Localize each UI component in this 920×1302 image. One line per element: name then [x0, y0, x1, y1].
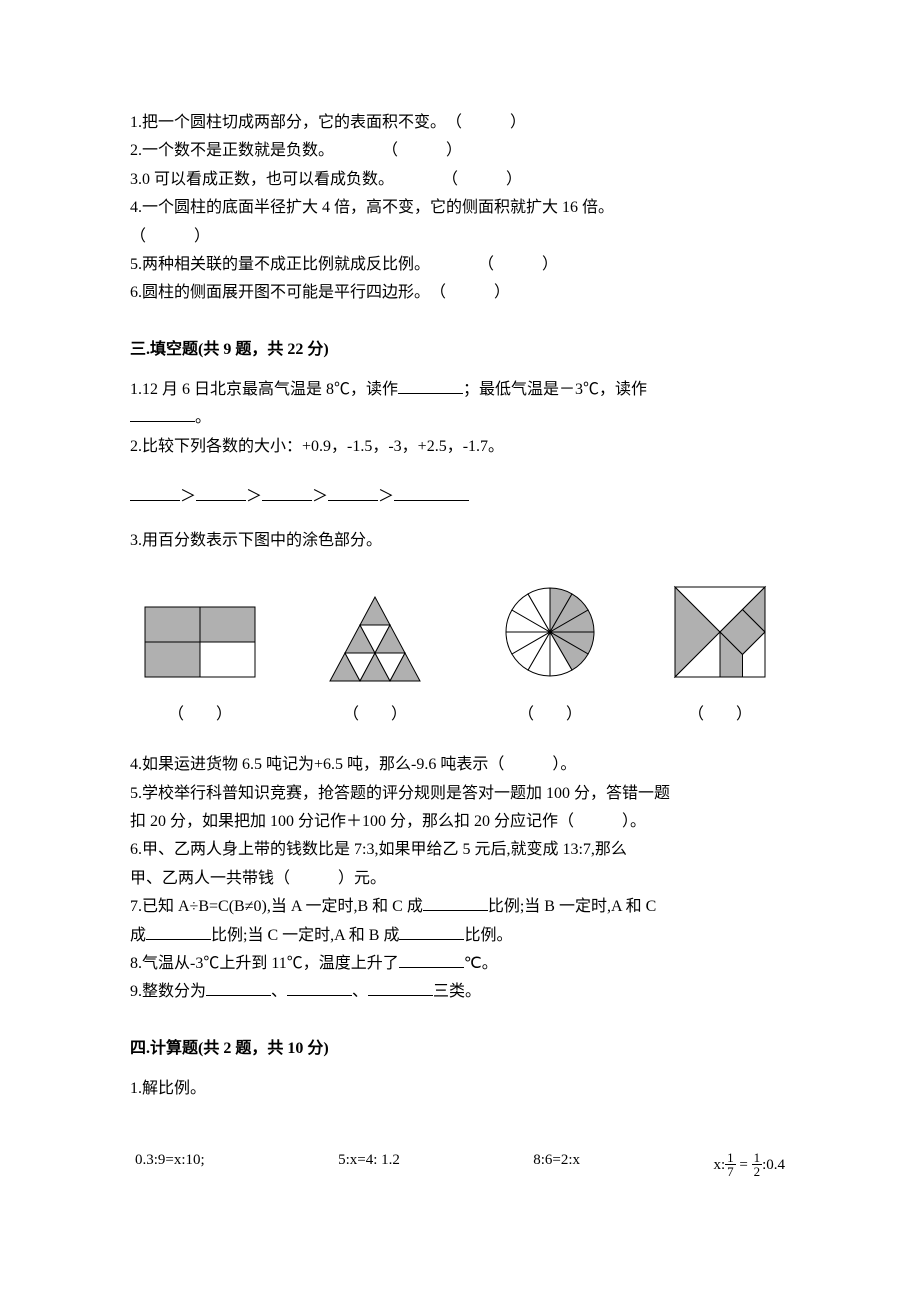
s3-q6b: 甲、乙两人一共带钱（ ）元。	[130, 866, 790, 892]
diagram-label-d: （ ）	[660, 700, 780, 724]
blank	[399, 952, 464, 968]
fraction-1-7: 17	[725, 1151, 736, 1178]
blank	[398, 378, 463, 394]
blank	[394, 485, 469, 501]
s3-q1-text-b: ；最低气温是－3℃，读作	[463, 381, 647, 398]
diagram-circle	[490, 582, 610, 682]
calc-d: x:17 = 12:0.4	[713, 1152, 785, 1179]
s3-q2-blanks: ＞＞＞＞	[130, 482, 790, 506]
blank	[146, 924, 211, 940]
tf-q5: 5.两种相关联的量不成正比例就成反比例。 （ ）	[130, 252, 790, 278]
s3-q7e: 比例。	[464, 927, 512, 944]
tf-q6: 6.圆柱的侧面展开图不可能是平行四边形。 （ ）	[130, 280, 790, 306]
s3-q7a: 7.已知 A÷B=C(B≠0),当 A 一定时,B 和 C 成	[130, 898, 423, 915]
s3-q2: 2.比较下列各数的大小：+0.9，-1.5，-3，+2.5，-1.7。	[130, 434, 790, 460]
s3-q1-line2: 。	[130, 405, 790, 431]
s3-q4: 4.如果运进货物 6.5 吨记为+6.5 吨，那么-9.6 吨表示（ ）。	[130, 752, 790, 778]
s3-q9: 9.整数分为 、 、 三类。	[130, 979, 790, 1005]
blank	[130, 406, 195, 422]
s3-q9d: 三类。	[433, 983, 481, 1000]
diagram-triangle	[310, 592, 440, 682]
tf-q2: 2.一个数不是正数就是负数。 （ ）	[130, 138, 790, 164]
calc-b: 5:x=4: 1.2	[338, 1152, 400, 1179]
s3-q5b: 扣 20 分，如果把加 100 分记作＋100 分，那么扣 20 分应记作（ ）…	[130, 809, 790, 835]
s3-q9c: 、	[352, 983, 368, 1000]
blank	[328, 485, 378, 501]
calc-d-pre: x:	[713, 1157, 725, 1173]
blank	[287, 980, 352, 996]
s3-q1-text-a: 1.12 月 6 日北京最高气温是 8℃，读作	[130, 381, 398, 398]
s3-q3: 3.用百分数表示下图中的涂色部分。	[130, 528, 790, 554]
s3-q6a: 6.甲、乙两人身上带的钱数比是 7:3,如果甲给乙 5 元后,就变成 13:7,…	[130, 837, 790, 863]
section4-heading: 四.计算题(共 2 题，共 10 分)	[130, 1034, 790, 1058]
s3-q7-line1: 7.已知 A÷B=C(B≠0),当 A 一定时,B 和 C 成 比例;当 B 一定…	[130, 894, 790, 920]
blank	[368, 980, 433, 996]
diagram-label-row: （ ） （ ） （ ） （ ）	[130, 700, 790, 724]
s3-q8b: ℃。	[464, 955, 498, 972]
tf-q4a: 4.一个圆柱的底面半径扩大 4 倍，高不变，它的侧面积就扩大 16 倍。	[130, 195, 790, 221]
s4-q1: 1.解比例。	[130, 1076, 790, 1102]
blank	[399, 924, 464, 940]
s3-q5a: 5.学校举行科普知识竞赛，抢答题的评分规则是答对一题加 100 分，答错一题	[130, 781, 790, 807]
s3-q7c: 成	[130, 927, 146, 944]
calc-d-post: :0.4	[762, 1157, 785, 1173]
s3-q9b: 、	[271, 983, 287, 1000]
blank	[206, 980, 271, 996]
s3-q7-line2: 成 比例;当 C 一定时,A 和 B 成 比例。	[130, 923, 790, 949]
s3-q8: 8.气温从-3℃上升到 11℃，温度上升了 ℃。	[130, 951, 790, 977]
s3-q7d: 比例;当 C 一定时,A 和 B 成	[211, 927, 399, 944]
calc-a: 0.3:9=x:10;	[135, 1152, 205, 1179]
tf-q3: 3.0 可以看成正数，也可以看成负数。 （ ）	[130, 167, 790, 193]
tf-q4b: （ ）	[130, 224, 790, 250]
diagram-label-b: （ ）	[310, 700, 440, 724]
diagram-label-a: （ ）	[140, 700, 260, 724]
s3-q9a: 9.整数分为	[130, 983, 206, 1000]
blank	[196, 485, 246, 501]
diagram-row	[130, 582, 790, 682]
diagram-rectangle	[140, 602, 260, 682]
diagram-square	[660, 582, 780, 682]
s3-q7b: 比例;当 B 一定时,A 和 C	[488, 898, 656, 915]
s3-q1-text-c: 。	[195, 409, 211, 426]
calc-row: 0.3:9=x:10; 5:x=4: 1.2 8:6=2:x x:17 = 12…	[130, 1152, 790, 1179]
s3-q1-line1: 1.12 月 6 日北京最高气温是 8℃，读作 ；最低气温是－3℃，读作	[130, 377, 790, 403]
s3-q8a: 8.气温从-3℃上升到 11℃，温度上升了	[130, 955, 399, 972]
blank	[130, 485, 180, 501]
blank	[262, 485, 312, 501]
calc-d-mid: =	[736, 1157, 752, 1173]
blank	[423, 895, 488, 911]
section3-heading: 三.填空题(共 9 题，共 22 分)	[130, 335, 790, 359]
tf-q1: 1.把一个圆柱切成两部分，它的表面积不变。 （ ）	[130, 110, 790, 136]
calc-c: 8:6=2:x	[533, 1152, 580, 1179]
fraction-1-2: 12	[752, 1151, 763, 1178]
diagram-label-c: （ ）	[490, 700, 610, 724]
